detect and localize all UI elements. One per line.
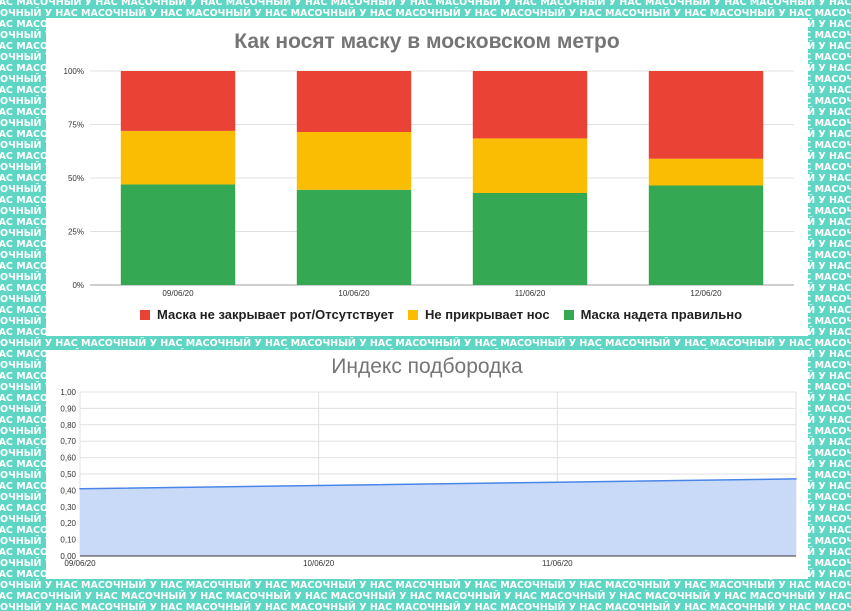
pattern-text-row: У НАС МАСОЧНЫЙ У НАС МАСОЧНЫЙ У НАС МАСО…: [0, 602, 851, 611]
bar-segment: [296, 189, 412, 285]
pattern-text-row: У НАС МАСОЧНЫЙ У НАС МАСОЧНЫЙ У НАС МАСО…: [0, 580, 851, 591]
y-tick-label: 0,00: [60, 552, 76, 561]
chart-legend: Маска не закрывает рот/Отсутствует Не при…: [121, 307, 761, 322]
legend-item: Маска надета правильно: [563, 307, 743, 322]
bar-segment: [296, 71, 412, 132]
bar-segment: [120, 71, 236, 131]
y-tick-label: 75%: [68, 121, 84, 130]
x-tick-label: 11/06/20: [542, 559, 573, 568]
data-point: [79, 487, 81, 490]
y-tick-label: 0,10: [60, 536, 76, 545]
pattern-text-row: У НАС МАСОЧНЫЙ У НАС МАСОЧНЫЙ У НАС МАСО…: [0, 8, 851, 19]
y-tick-label: 0,30: [60, 503, 76, 512]
data-point: [317, 484, 320, 487]
legend-label: Не прикрывает нос: [425, 307, 550, 322]
y-tick-label: 0,40: [60, 486, 76, 495]
stacked-bar-plot: 0% 25% 50% 75% 100% 09/06/20 10/06/20 11/06/20 1…: [64, 67, 794, 298]
data-point: [556, 481, 559, 483]
bar-segment: [472, 71, 588, 139]
pattern-text-row: У НАС МАСОЧНЫЙ У НАС МАСОЧНЫЙ У НАС МАСО…: [0, 591, 851, 602]
y-tick-label: 0,20: [60, 519, 76, 528]
bar-segment: [120, 184, 236, 285]
bar-segment: [472, 192, 588, 285]
y-tick-label: 0,80: [60, 421, 76, 430]
chart-title: Как носят маску в московском метро: [234, 30, 620, 53]
x-tick-label: 09/06/20: [162, 289, 194, 298]
legend-swatch: [139, 309, 150, 320]
chin-index-chart: Индекс подбородка 0,00 0,10 0,20 0,30 0,40 0,…: [46, 350, 808, 579]
legend-item: Не прикрывает нос: [408, 307, 550, 322]
bar-segment: [472, 138, 588, 193]
y-tick-label: 0%: [72, 281, 84, 290]
legend-item: Маска не закрывает рот/Отсутствует: [139, 307, 395, 322]
x-tick-label: 09/06/20: [64, 559, 96, 568]
mask-wearing-chart: Как носят маску в московском метро 0% 25%…: [46, 18, 808, 336]
legend-label: Маска надета правильно: [580, 307, 743, 322]
legend-swatch: [563, 309, 574, 320]
y-tick-label: 0,70: [60, 437, 76, 446]
y-tick-label: 100%: [64, 67, 84, 76]
y-tick-label: 50%: [68, 174, 84, 183]
data-point: [795, 478, 797, 480]
area-plot: 0,00 0,10 0,20 0,30 0,40 0,50 0,60 0,70 0,80 0,90…: [60, 388, 797, 568]
y-tick-label: 25%: [68, 228, 84, 237]
y-tick-label: 0,60: [60, 454, 76, 463]
legend-swatch: [408, 309, 419, 320]
bar-segment: [648, 185, 764, 285]
area-line: [79, 478, 797, 490]
area-fill: [80, 478, 796, 556]
pattern-text-row: У НАС МАСОЧНЫЙ У НАС МАСОЧНЫЙ У НАС МАСО…: [0, 338, 851, 349]
bar-segment: [648, 158, 764, 186]
chart-title: Индекс подбородка: [331, 355, 523, 378]
bar-segment: [120, 130, 236, 185]
y-tick-label: 0,50: [60, 470, 76, 479]
x-tick-label: 10/06/20: [303, 559, 335, 568]
y-tick-label: 0,90: [60, 404, 76, 413]
x-tick-label: 10/06/20: [338, 289, 370, 298]
bar-segment: [648, 71, 764, 159]
x-tick-label: 11/06/20: [515, 289, 546, 298]
pattern-text-row: У НАС МАСОЧНЫЙ У НАС МАСОЧНЫЙ У НАС МАСО…: [0, 0, 851, 8]
bar-segment: [296, 131, 412, 190]
x-tick-label: 12/06/20: [690, 289, 722, 298]
legend-label: Маска не закрывает рот/Отсутствует: [156, 307, 395, 322]
y-tick-label: 1,00: [60, 388, 76, 397]
